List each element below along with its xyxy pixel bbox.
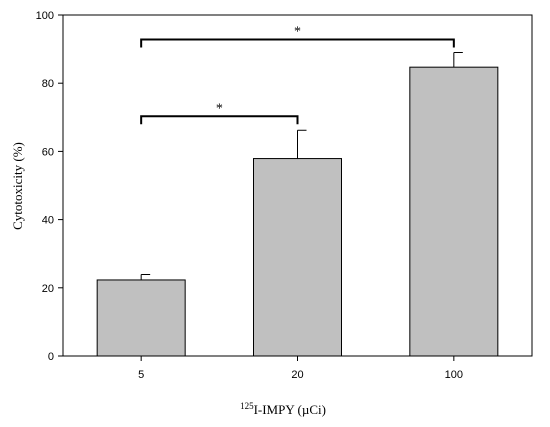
y-tick-label: 80 xyxy=(42,78,54,90)
x-tick-label: 20 xyxy=(291,369,303,381)
y-tick-label: 20 xyxy=(42,283,54,295)
significance-bracket xyxy=(140,38,455,48)
y-axis: 0 20 40 60 80 100 xyxy=(36,10,63,363)
x-tick-label: 5 xyxy=(138,369,144,381)
y-tick-label: 40 xyxy=(42,215,54,227)
y-tick-label: 0 xyxy=(48,351,54,363)
significance-label: * xyxy=(216,101,223,116)
significance-brackets: ** xyxy=(140,25,455,125)
y-tick-label: 100 xyxy=(36,10,54,22)
significance-label: * xyxy=(294,25,301,40)
bar xyxy=(409,66,499,357)
x-axis: 5 20 100 xyxy=(138,356,463,381)
x-axis-label-superscript: 125 xyxy=(240,401,254,411)
x-axis-label-text: I-IMPY (µCi) xyxy=(254,402,326,417)
bar xyxy=(253,158,342,357)
significance-bracket xyxy=(140,115,299,125)
y-tick-label: 60 xyxy=(42,146,54,158)
bar xyxy=(96,279,186,357)
x-tick-label: 100 xyxy=(445,369,463,381)
y-axis-label: Cytotoxicity (%) xyxy=(10,142,25,230)
bars xyxy=(96,52,499,357)
x-axis-label: 125I-IMPY (µCi) xyxy=(240,401,326,417)
